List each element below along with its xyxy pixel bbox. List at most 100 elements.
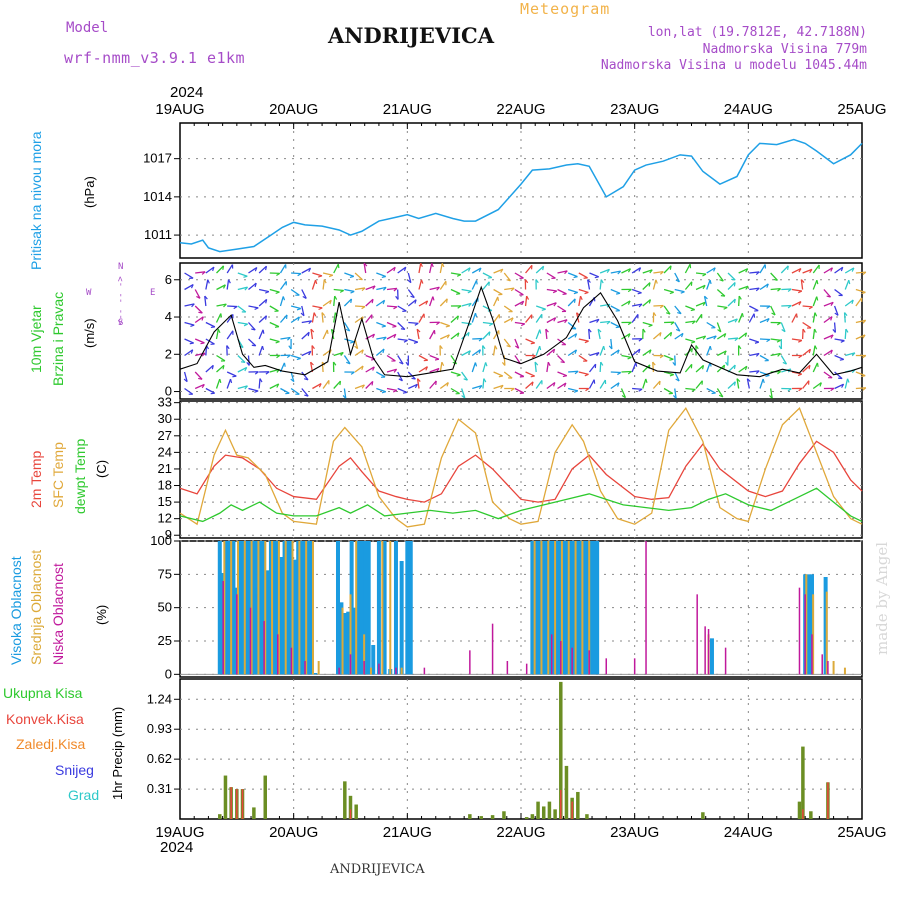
wind-barb-head (274, 326, 280, 328)
wind-barb-head (736, 378, 741, 382)
year-top: 2024 (170, 84, 204, 101)
wind-barb (461, 288, 472, 292)
wind-barb (524, 295, 528, 307)
wind-barb-head (621, 395, 626, 399)
high-cloud-bar (241, 541, 246, 675)
wind-barb (439, 362, 443, 373)
wind-barb-head (826, 295, 831, 298)
y-tick-label: 1011 (144, 227, 172, 242)
panel-frame (179, 262, 863, 400)
panel-frame (179, 400, 863, 539)
wind-barb (716, 388, 724, 398)
wind-barb (727, 337, 739, 340)
wind-barb (301, 331, 310, 340)
wind-barb-head (709, 279, 712, 285)
wind-barb (363, 263, 367, 274)
wind-barb-head (733, 381, 736, 386)
wind-barb (386, 305, 398, 308)
x-tick-label-bottom: 22AUG (496, 824, 545, 841)
low-cloud-bar (304, 661, 306, 675)
wind-barb (514, 300, 524, 307)
wind-barb-head (265, 371, 270, 375)
wind-barb-head (264, 291, 270, 294)
wind-barb (322, 329, 328, 340)
mid-cloud-bar (277, 541, 280, 675)
wind-barb-head (615, 326, 620, 329)
wind-barb-head (649, 269, 653, 274)
wind-barb-head (573, 291, 578, 295)
wind-barb-head (382, 336, 387, 341)
wind-barb (269, 338, 280, 343)
wind-barb (749, 338, 760, 343)
wind-barb (535, 345, 541, 356)
wind-barb (301, 371, 309, 381)
wind-barb-head (478, 338, 483, 342)
low-cloud-bar (222, 581, 224, 675)
wind-barb-head (521, 300, 525, 306)
wind-barb (599, 268, 610, 274)
wind-barb (557, 319, 568, 324)
wind-barb (301, 388, 309, 397)
wind-barb (290, 371, 295, 382)
low-cloud-bar (506, 661, 509, 675)
wind-barb (482, 362, 487, 373)
wind-barb-head (345, 328, 350, 332)
wind-barb (205, 387, 215, 394)
wind-barb (610, 305, 620, 312)
wind-barb-head (645, 378, 648, 383)
wind-barb-head (816, 296, 819, 301)
wind-barb (343, 388, 347, 399)
low-cloud-bar (363, 661, 365, 675)
mid-cloud-bar (355, 541, 358, 675)
wind-barb (503, 355, 506, 366)
wind-barb-head (420, 279, 424, 284)
wind-barb-head (669, 291, 674, 295)
wind-barb-head (851, 352, 856, 357)
wind-barb-head (669, 332, 673, 337)
wind-barb-head (813, 328, 817, 333)
wind-barb-head (329, 349, 332, 354)
wind-barb-head (713, 267, 716, 272)
wind-barb-head (738, 345, 742, 350)
wind-barb-head (478, 385, 483, 390)
mid-cloud-bar (381, 541, 384, 675)
wind-barb-head (701, 365, 705, 370)
wind-barb-head (468, 350, 471, 355)
wind-barb (290, 316, 300, 324)
wind-barb (855, 297, 863, 307)
wind-barb (621, 333, 631, 340)
wind-barb (855, 271, 866, 274)
wind-barb-head (354, 345, 358, 350)
wind-barb-head (545, 328, 549, 333)
wind-barb-head (190, 324, 195, 327)
wind-barb-head (723, 306, 728, 310)
wind-barb-head (798, 355, 803, 359)
high-cloud-bar (339, 602, 344, 675)
wind-barb (621, 354, 632, 359)
wind-barb-head (745, 285, 749, 290)
wind-barb-head (798, 301, 802, 306)
high-cloud-bar (258, 541, 263, 675)
mid-cloud-bar (230, 541, 233, 675)
wind-barb-head (254, 307, 259, 311)
wind-barb-head (339, 289, 344, 293)
x-tick-label-top: 25AUG (837, 101, 886, 118)
wind-barb (215, 313, 222, 323)
low-cloud-bar (236, 594, 238, 675)
wind-barb (248, 266, 258, 274)
wind-speed-line (179, 285, 863, 378)
wind-barb (770, 287, 781, 291)
wind-barb (610, 382, 620, 390)
wind-barb (716, 289, 726, 297)
high-cloud-bar (275, 541, 280, 675)
wind-barb (333, 288, 344, 292)
wind-barb (248, 338, 257, 347)
high-cloud-bar (547, 541, 552, 675)
wind-barb (205, 266, 215, 274)
wind-barb-head (407, 279, 412, 284)
wind-barb-head (769, 395, 773, 399)
wind-barb-head (638, 267, 642, 272)
compass-w: W (86, 288, 92, 298)
wind-barb (844, 328, 847, 340)
wind-barb (855, 319, 866, 324)
